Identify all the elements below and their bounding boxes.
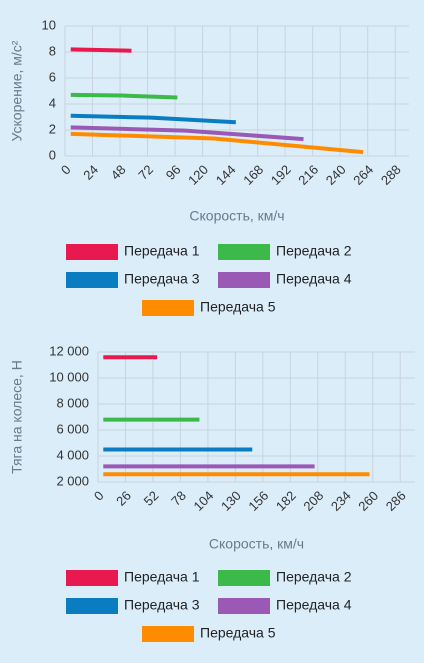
x-tick-label: 120: [185, 162, 211, 188]
legend-label: Передача 2: [276, 569, 352, 585]
y-tick-label: 2 000: [56, 473, 89, 488]
x-tick-label: 260: [355, 488, 381, 514]
x-axis-label: Скорость, км/ч: [189, 208, 284, 224]
legend-swatch: [142, 300, 194, 316]
legend-label: Передача 1: [124, 243, 200, 259]
x-tick-label: 286: [383, 488, 409, 514]
x-tick-label: 208: [300, 488, 326, 514]
legend-label: Передача 4: [276, 597, 352, 613]
legend-swatch: [66, 244, 118, 260]
legend-label: Передача 5: [200, 299, 276, 315]
x-tick-label: 168: [240, 162, 266, 188]
x-tick-label: 192: [268, 162, 294, 188]
legend-swatch: [66, 570, 118, 586]
x-tick-label: 156: [245, 488, 271, 514]
y-tick-label: 4 000: [56, 447, 89, 462]
x-tick-label: 96: [163, 162, 184, 183]
legend-swatch: [142, 626, 194, 642]
y-tick-label: 2: [49, 121, 56, 136]
y-tick-label: 12 000: [49, 343, 89, 358]
y-tick-label: 10: [42, 17, 56, 32]
legend-swatch: [218, 598, 270, 614]
legend-label: Передача 5: [200, 625, 276, 641]
y-tick-label: 4: [49, 95, 56, 110]
legend-swatch: [66, 598, 118, 614]
series-line: [70, 92, 178, 100]
y-tick-label: 8 000: [56, 395, 89, 410]
x-tick-label: 234: [328, 488, 354, 514]
x-tick-label: 144: [213, 162, 239, 188]
legend-label: Передача 2: [276, 243, 352, 259]
x-tick-label: 104: [190, 488, 216, 514]
series-line: [70, 131, 364, 155]
legend-label: Передача 4: [276, 271, 352, 287]
x-axis-label: Скорость, км/ч: [209, 536, 304, 552]
series-line: [70, 125, 304, 142]
legend-swatch: [66, 272, 118, 288]
legend-swatch: [218, 570, 270, 586]
x-tick-label: 24: [80, 162, 101, 183]
y-tick-label: 8: [49, 43, 56, 58]
x-tick-label: 182: [273, 488, 299, 514]
legend-label: Передача 3: [124, 271, 200, 287]
x-tick-label: 26: [113, 488, 134, 509]
x-tick-label: 130: [218, 488, 244, 514]
y-tick-label: 6: [49, 69, 56, 84]
y-tick-label: 0: [49, 147, 56, 162]
x-tick-label: 72: [135, 162, 156, 183]
series-line: [70, 113, 236, 125]
x-tick-label: 0: [58, 162, 74, 178]
x-tick-label: 264: [350, 162, 376, 188]
x-tick-label: 0: [91, 488, 107, 504]
x-tick-label: 78: [168, 488, 189, 509]
legend-swatch: [218, 272, 270, 288]
x-tick-label: 216: [295, 162, 321, 188]
y-tick-label: 10 000: [49, 369, 89, 384]
x-tick-label: 48: [108, 162, 129, 183]
y-axis-label: Ускорение, м/с²: [9, 40, 25, 141]
x-tick-label: 52: [141, 488, 162, 509]
legend-swatch: [218, 244, 270, 260]
x-tick-label: 288: [378, 162, 404, 188]
series-line: [70, 47, 132, 53]
y-tick-label: 6 000: [56, 421, 89, 436]
y-axis-label: Тяга на колесе, Н: [9, 360, 25, 474]
x-tick-label: 240: [323, 162, 349, 188]
legend-label: Передача 3: [124, 597, 200, 613]
legend-label: Передача 1: [124, 569, 200, 585]
